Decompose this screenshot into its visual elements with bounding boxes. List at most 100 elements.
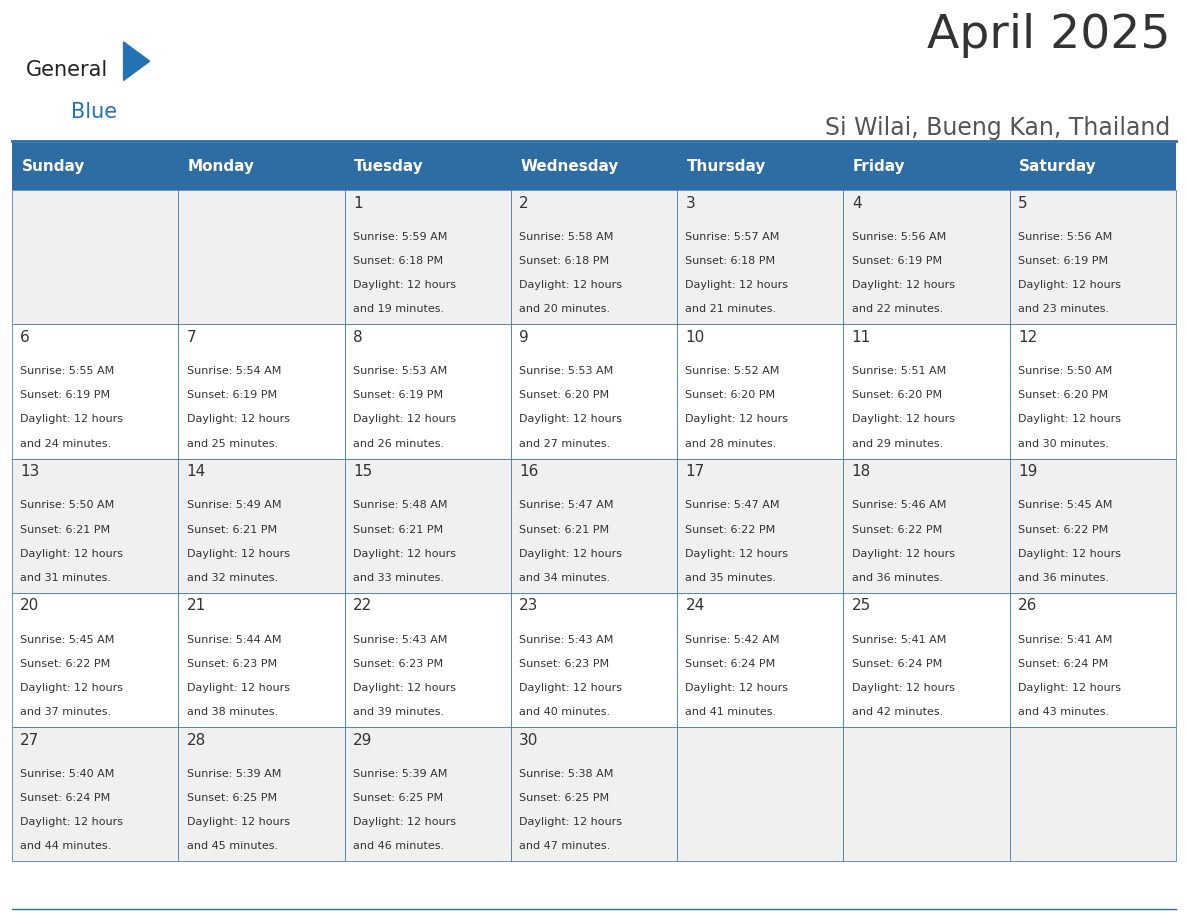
- Text: Blue: Blue: [71, 102, 118, 121]
- Text: and 39 minutes.: and 39 minutes.: [353, 707, 444, 717]
- Text: Daylight: 12 hours: Daylight: 12 hours: [20, 415, 124, 424]
- Bar: [345, 190, 511, 324]
- Bar: [12, 727, 178, 861]
- Text: Daylight: 12 hours: Daylight: 12 hours: [20, 683, 124, 693]
- Text: and 47 minutes.: and 47 minutes.: [519, 841, 611, 851]
- Bar: [345, 142, 511, 190]
- Text: April 2025: April 2025: [927, 13, 1170, 58]
- Text: Sunset: 6:20 PM: Sunset: 6:20 PM: [519, 390, 609, 400]
- Text: 1: 1: [353, 196, 362, 211]
- Text: Sunset: 6:22 PM: Sunset: 6:22 PM: [852, 524, 942, 534]
- Bar: [178, 727, 345, 861]
- Text: Daylight: 12 hours: Daylight: 12 hours: [20, 549, 124, 559]
- Text: Daylight: 12 hours: Daylight: 12 hours: [519, 683, 623, 693]
- Text: 4: 4: [852, 196, 861, 211]
- Text: and 38 minutes.: and 38 minutes.: [187, 707, 278, 717]
- Text: 9: 9: [519, 330, 529, 345]
- Text: Sunrise: 5:50 AM: Sunrise: 5:50 AM: [1018, 366, 1112, 376]
- Text: Si Wilai, Bueng Kan, Thailand: Si Wilai, Bueng Kan, Thailand: [824, 116, 1170, 140]
- Bar: [12, 593, 178, 727]
- Text: Sunset: 6:24 PM: Sunset: 6:24 PM: [852, 659, 942, 668]
- Text: Sunrise: 5:57 AM: Sunrise: 5:57 AM: [685, 232, 779, 242]
- Text: 29: 29: [353, 733, 372, 747]
- Polygon shape: [124, 42, 150, 81]
- Text: Sunset: 6:19 PM: Sunset: 6:19 PM: [1018, 256, 1108, 266]
- Text: and 30 minutes.: and 30 minutes.: [1018, 439, 1110, 449]
- Text: Daylight: 12 hours: Daylight: 12 hours: [187, 683, 290, 693]
- Text: and 32 minutes.: and 32 minutes.: [187, 573, 278, 583]
- Text: 27: 27: [20, 733, 39, 747]
- Text: Wednesday: Wednesday: [520, 159, 619, 174]
- Text: 22: 22: [353, 599, 372, 613]
- Bar: [345, 727, 511, 861]
- Bar: [511, 459, 677, 593]
- Text: Sunrise: 5:48 AM: Sunrise: 5:48 AM: [353, 500, 448, 510]
- Text: and 25 minutes.: and 25 minutes.: [187, 439, 278, 449]
- Text: Sunset: 6:20 PM: Sunset: 6:20 PM: [685, 390, 776, 400]
- Text: Sunrise: 5:39 AM: Sunrise: 5:39 AM: [187, 768, 280, 778]
- Text: and 22 minutes.: and 22 minutes.: [852, 305, 943, 315]
- Text: Sunset: 6:20 PM: Sunset: 6:20 PM: [1018, 390, 1108, 400]
- Text: Daylight: 12 hours: Daylight: 12 hours: [685, 549, 789, 559]
- Text: Sunset: 6:18 PM: Sunset: 6:18 PM: [353, 256, 443, 266]
- Bar: [511, 190, 677, 324]
- Text: Sunset: 6:24 PM: Sunset: 6:24 PM: [1018, 659, 1108, 668]
- Text: Sunset: 6:19 PM: Sunset: 6:19 PM: [187, 390, 277, 400]
- Text: and 40 minutes.: and 40 minutes.: [519, 707, 611, 717]
- Text: Daylight: 12 hours: Daylight: 12 hours: [519, 280, 623, 290]
- Text: Sunrise: 5:52 AM: Sunrise: 5:52 AM: [685, 366, 779, 376]
- Text: Daylight: 12 hours: Daylight: 12 hours: [519, 817, 623, 827]
- Bar: [345, 459, 511, 593]
- Bar: [345, 324, 511, 459]
- Text: Sunrise: 5:44 AM: Sunrise: 5:44 AM: [187, 634, 282, 644]
- Text: and 45 minutes.: and 45 minutes.: [187, 841, 278, 851]
- Text: Sunset: 6:23 PM: Sunset: 6:23 PM: [353, 659, 443, 668]
- Text: Sunrise: 5:51 AM: Sunrise: 5:51 AM: [852, 366, 946, 376]
- Text: Sunrise: 5:40 AM: Sunrise: 5:40 AM: [20, 768, 114, 778]
- Bar: [677, 727, 843, 861]
- Bar: [1010, 190, 1176, 324]
- Text: 30: 30: [519, 733, 538, 747]
- Text: Daylight: 12 hours: Daylight: 12 hours: [353, 549, 456, 559]
- Text: 28: 28: [187, 733, 206, 747]
- Text: 26: 26: [1018, 599, 1037, 613]
- Text: Sunset: 6:25 PM: Sunset: 6:25 PM: [519, 793, 609, 803]
- Text: Daylight: 12 hours: Daylight: 12 hours: [852, 683, 955, 693]
- Text: Daylight: 12 hours: Daylight: 12 hours: [852, 415, 955, 424]
- Text: Sunset: 6:21 PM: Sunset: 6:21 PM: [353, 524, 443, 534]
- Text: Sunrise: 5:58 AM: Sunrise: 5:58 AM: [519, 232, 613, 242]
- Text: and 44 minutes.: and 44 minutes.: [20, 841, 112, 851]
- Text: 16: 16: [519, 465, 538, 479]
- Bar: [843, 190, 1010, 324]
- Text: and 28 minutes.: and 28 minutes.: [685, 439, 777, 449]
- Text: Sunrise: 5:45 AM: Sunrise: 5:45 AM: [20, 634, 114, 644]
- Text: and 24 minutes.: and 24 minutes.: [20, 439, 112, 449]
- Text: Daylight: 12 hours: Daylight: 12 hours: [187, 817, 290, 827]
- Bar: [12, 142, 178, 190]
- Text: and 36 minutes.: and 36 minutes.: [852, 573, 943, 583]
- Text: 15: 15: [353, 465, 372, 479]
- Bar: [843, 593, 1010, 727]
- Bar: [843, 727, 1010, 861]
- Text: 17: 17: [685, 465, 704, 479]
- Text: 3: 3: [685, 196, 695, 211]
- Text: Sunset: 6:22 PM: Sunset: 6:22 PM: [20, 659, 110, 668]
- Bar: [677, 324, 843, 459]
- Text: Daylight: 12 hours: Daylight: 12 hours: [187, 549, 290, 559]
- Bar: [843, 324, 1010, 459]
- Text: and 41 minutes.: and 41 minutes.: [685, 707, 777, 717]
- Text: Sunrise: 5:41 AM: Sunrise: 5:41 AM: [852, 634, 946, 644]
- Text: Sunset: 6:24 PM: Sunset: 6:24 PM: [685, 659, 776, 668]
- Text: 21: 21: [187, 599, 206, 613]
- Text: and 46 minutes.: and 46 minutes.: [353, 841, 444, 851]
- Text: 20: 20: [20, 599, 39, 613]
- Text: Daylight: 12 hours: Daylight: 12 hours: [353, 415, 456, 424]
- Text: 14: 14: [187, 465, 206, 479]
- Text: Sunset: 6:25 PM: Sunset: 6:25 PM: [187, 793, 277, 803]
- Text: Sunrise: 5:45 AM: Sunrise: 5:45 AM: [1018, 500, 1112, 510]
- Text: Sunset: 6:23 PM: Sunset: 6:23 PM: [187, 659, 277, 668]
- Text: and 27 minutes.: and 27 minutes.: [519, 439, 611, 449]
- Text: Daylight: 12 hours: Daylight: 12 hours: [1018, 280, 1121, 290]
- Bar: [677, 593, 843, 727]
- Bar: [178, 459, 345, 593]
